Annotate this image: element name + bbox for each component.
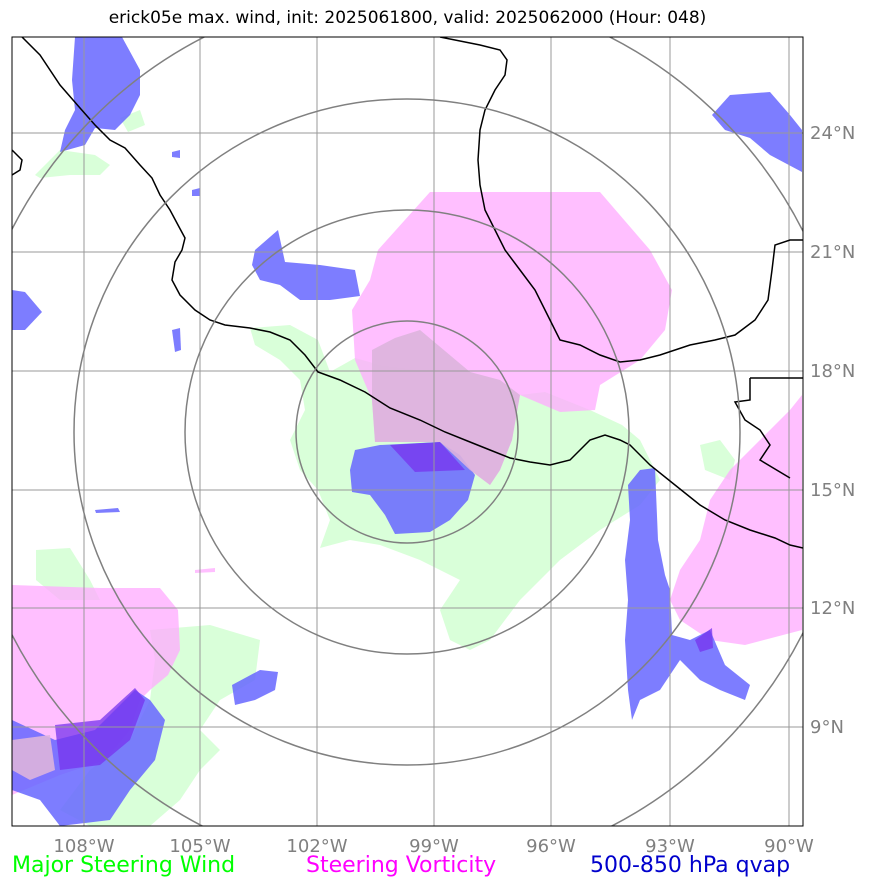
lat-tick-labels: 24°N 21°N 18°N 15°N 12°N 9°N [810,123,855,738]
overlap-central [390,442,465,472]
lat-tick-label: 12°N [810,598,855,619]
qvap-region-small2 [95,508,120,513]
map-title: erick05e max. wind, init: 2025061800, va… [108,8,707,28]
lat-tick-label: 24°N [810,123,855,144]
map-plot-area [12,37,803,826]
lon-tick-label: 99°W [409,836,459,857]
lat-tick-label: 9°N [810,717,844,738]
legend-steering-wind: Major Steering Wind [12,853,236,878]
coastline-baja [12,149,23,176]
range-ring-1 [295,320,519,544]
qvap-region-northeast [712,92,802,172]
lon-tick-label: 96°W [526,836,576,857]
qvap-region-small1 [232,670,278,705]
lat-tick-label: 18°N [810,361,855,382]
overlap-mauve-southwest [12,735,55,780]
qvap-region-small3 [172,328,181,352]
border-guatemala2 [733,378,791,479]
lon-tick-label: 102°W [286,836,347,857]
qvap-region-east [625,468,750,720]
vorticity-region-small [195,568,215,573]
lon-tick-label: 105°W [169,836,230,857]
lat-tick-label: 15°N [810,480,855,501]
range-rings [12,37,803,826]
qvap-region-mid [252,230,360,300]
lon-tick-labels: 108°W 105°W 102°W 99°W 96°W 93°W 90°W [53,836,814,857]
wind-region-east [700,440,735,480]
overlap-mauve-central [372,330,520,485]
lon-tick-label: 90°W [764,836,814,857]
qvap-region-small4 [192,188,200,196]
legend-qvap: 500-850 hPa qvap [590,853,791,878]
gridlines [12,37,803,826]
qvap-region-small5 [172,150,180,158]
range-ring-3 [73,98,741,766]
overlap-mauve-layer [12,330,520,780]
legend-steering-vorticity: Steering Vorticity [306,853,497,878]
coastlines [12,37,803,549]
lat-tick-label: 21°N [810,242,855,263]
overlap-east [695,628,713,652]
coastline-gulf [439,37,803,363]
overlap-southwest [55,688,145,770]
vorticity-region-east [670,395,802,645]
wind-region-north [35,150,110,178]
qvap-region-north [60,37,140,152]
lon-tick-label: 108°W [53,836,114,857]
plot-frame [11,36,804,827]
qvap-region-westedge [12,290,42,330]
coastline-mexico-pacific [21,37,803,549]
range-ring-2 [184,209,630,655]
overlap-layer [55,442,713,770]
lon-tick-label: 93°W [645,836,695,857]
